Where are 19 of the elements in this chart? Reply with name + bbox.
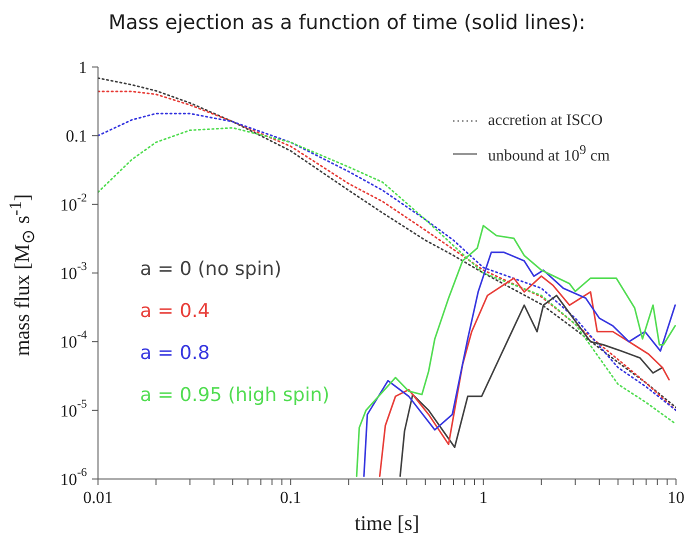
x-axis-title: time [s]: [354, 511, 420, 535]
chart-title: Mass ejection as a function of time (solid lines):: [107, 10, 587, 34]
y-tick-label: 10$^{-4}$: [60, 328, 88, 352]
x-tick-label: 10: [668, 488, 684, 507]
y-tick-label: 0.1: [66, 126, 87, 146]
text: a = 0.4: [140, 300, 210, 322]
y-tick-label: 1: [78, 58, 87, 76]
y-tick-label: 10$^{-3}$: [60, 259, 88, 282]
x-tick-label: 0.1: [280, 488, 302, 507]
annotation: accretion at ISCO: [488, 112, 603, 130]
y-tick-label: 10$^{-5}$: [60, 396, 88, 420]
text: a = 0 (no spin): [140, 258, 282, 280]
series-label: a = 0.95 (high spin): [140, 384, 330, 406]
annotation: unbound at 10$^{9}$ cm: [488, 142, 610, 166]
x-tick-label: 0.01: [83, 488, 113, 507]
text: a = 0.8: [140, 342, 210, 364]
x-tick-label: 1: [479, 488, 488, 507]
y-tick-label: 10$^{-2}$: [60, 190, 88, 214]
y-tick-label: 10$^{-6}$: [60, 465, 88, 488]
